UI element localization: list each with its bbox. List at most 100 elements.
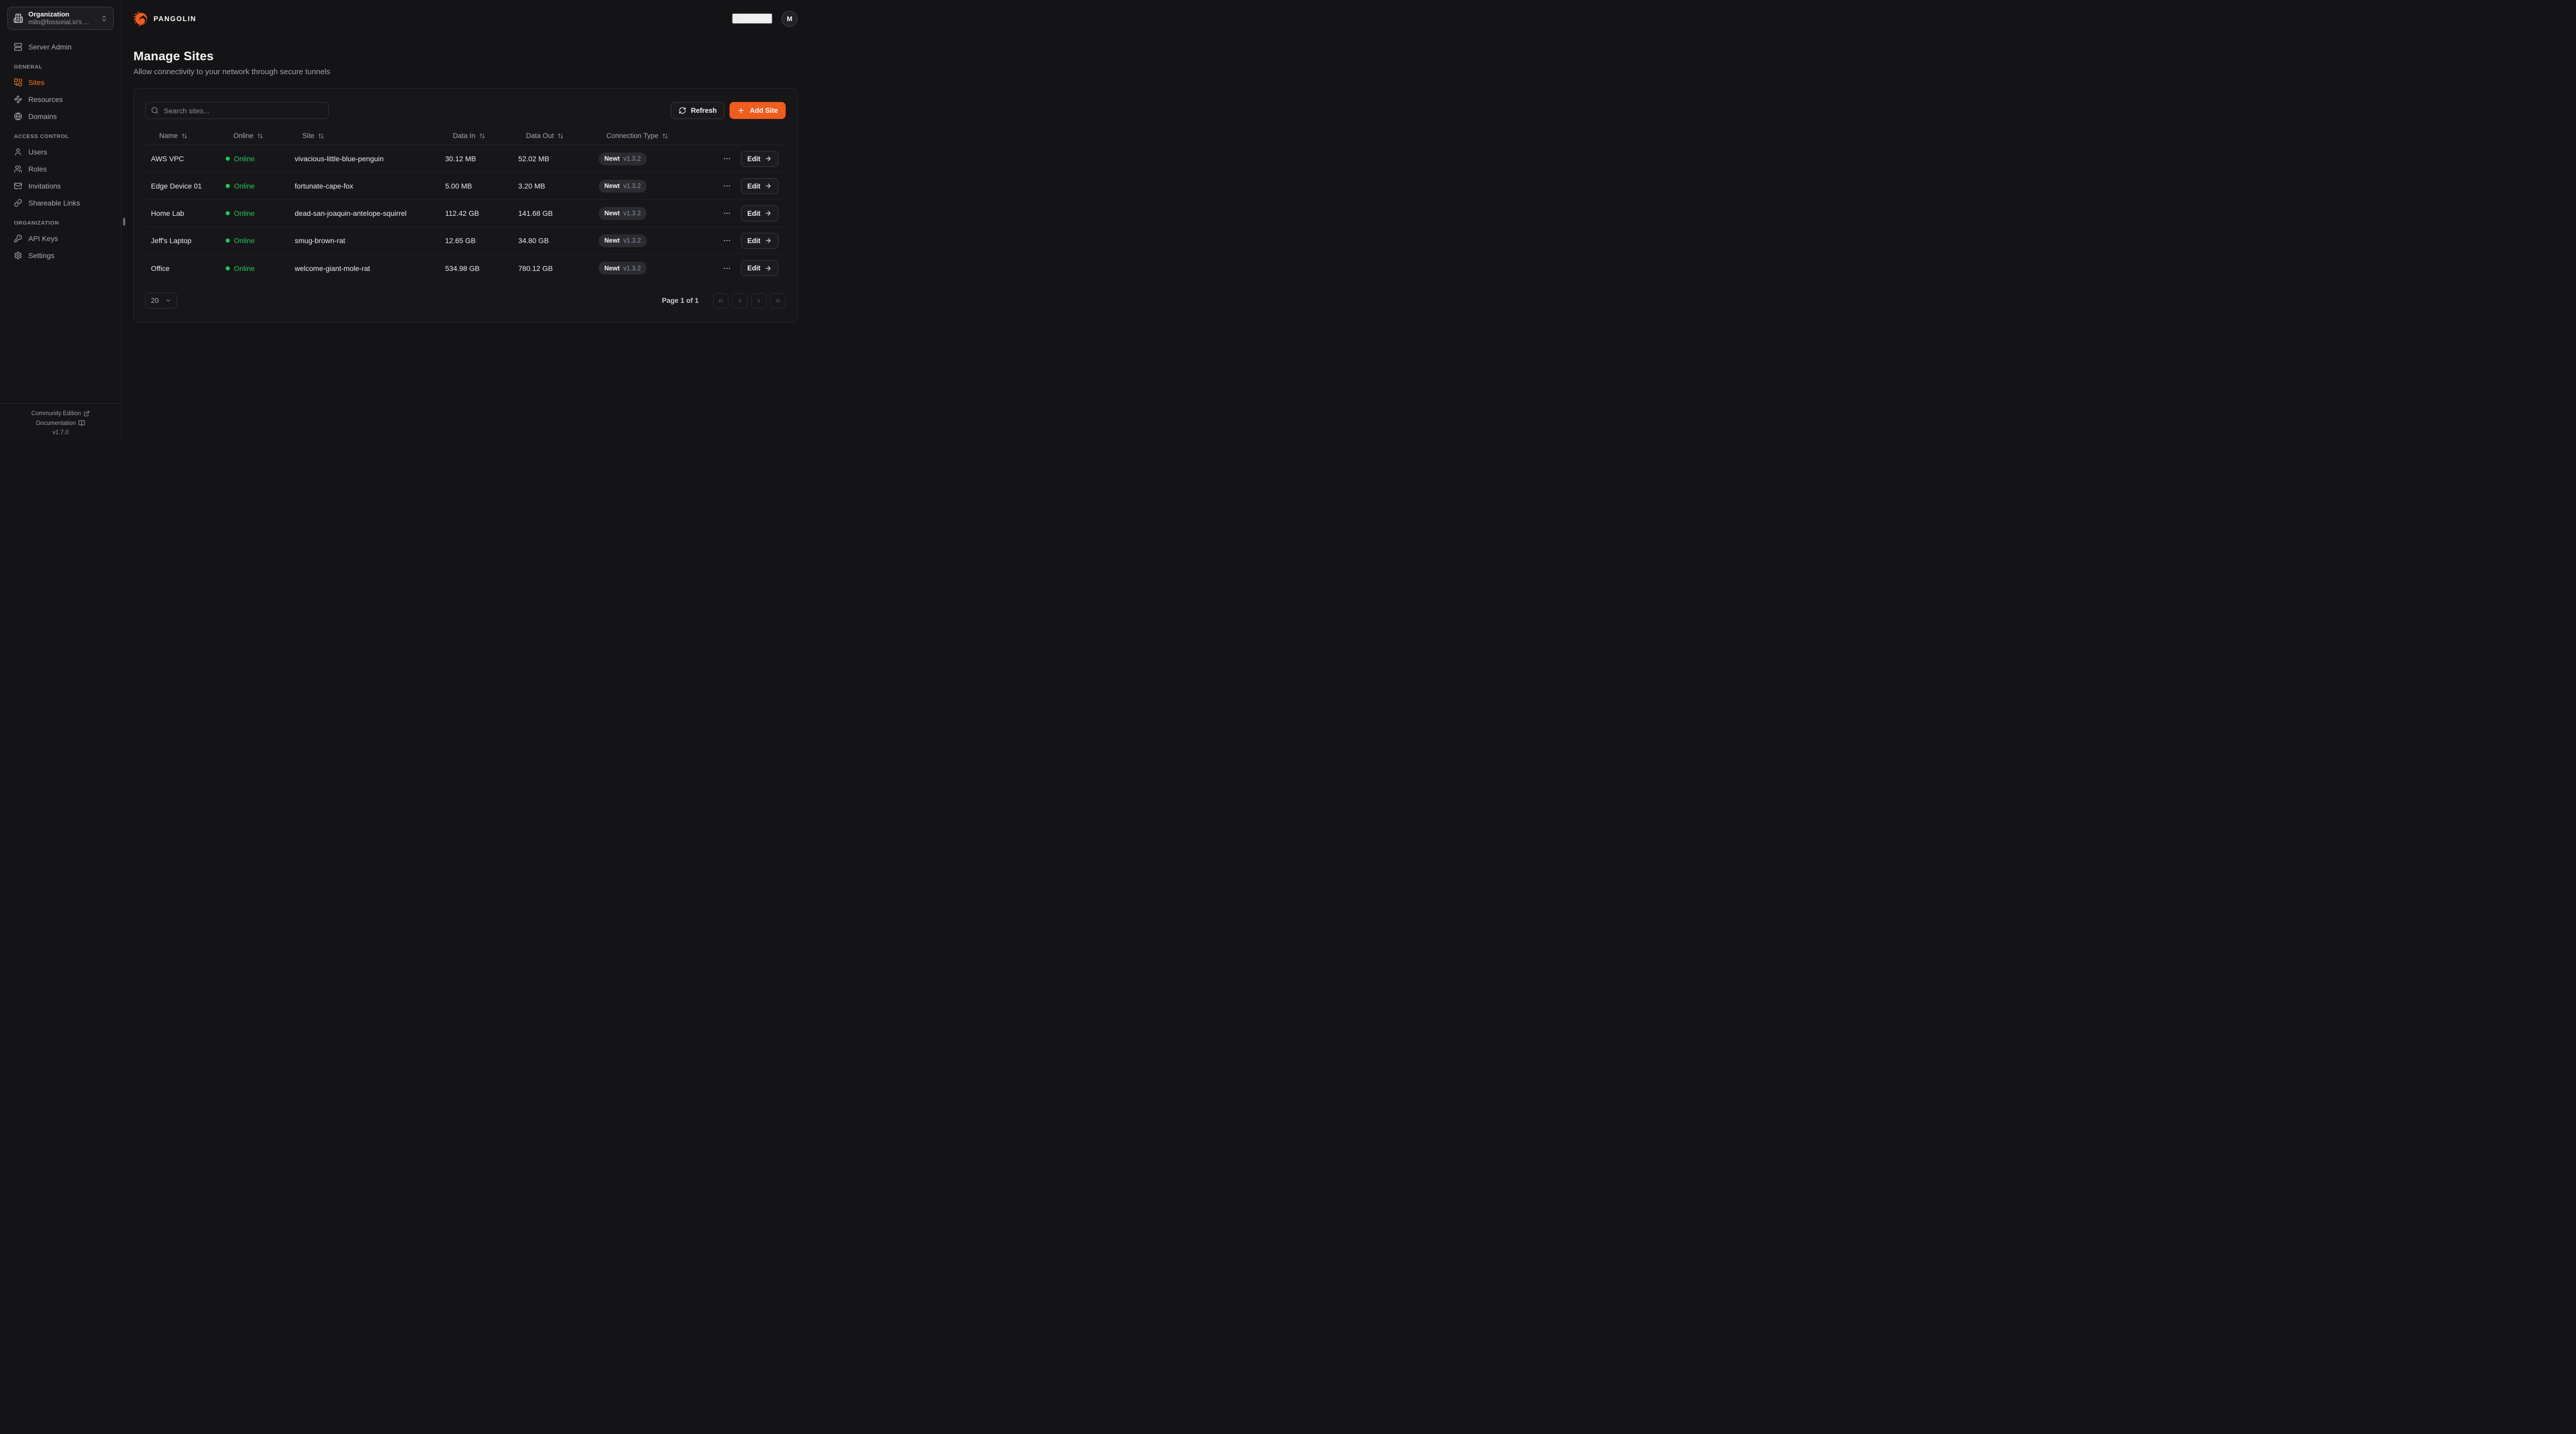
sort-icon (181, 133, 188, 139)
sidebar-item-shareable-links[interactable]: Shareable Links (7, 194, 114, 211)
edit-button[interactable]: Edit (740, 260, 778, 276)
section-label-general: GENERAL (14, 64, 43, 70)
connection-type-version: v1.3.2 (623, 237, 641, 244)
site-slug-cell: vivacious-little-blue-penguin (295, 155, 384, 163)
column-header-online[interactable]: Online (226, 132, 295, 140)
sidebar-item-roles[interactable]: Roles (7, 160, 114, 177)
sidebar-resize-handle[interactable] (123, 218, 125, 226)
row-menu-button[interactable] (721, 152, 733, 165)
sidebar-item-domains[interactable]: Domains (7, 108, 114, 125)
connection-type-version: v1.3.2 (623, 182, 641, 190)
row-actions: Edit (717, 150, 786, 167)
connection-type-cell: Newt v1.3.2 (599, 152, 717, 165)
mail-check-icon (14, 182, 22, 190)
org-selector[interactable]: Organization milo@fossorial.io's ... (7, 7, 114, 30)
row-menu-button[interactable] (721, 180, 733, 192)
edit-button[interactable]: Edit (740, 178, 778, 194)
search-wrap (145, 102, 329, 119)
connection-type-cell: Newt v1.3.2 (599, 262, 717, 275)
row-menu-button[interactable] (721, 207, 733, 219)
prev-page-button[interactable] (732, 293, 748, 309)
community-edition-link[interactable]: Community Edition (31, 411, 90, 417)
table-header: Name Online Site Data In (145, 127, 786, 145)
last-page-button[interactable] (770, 293, 786, 309)
sidebar-item-label: Shareable Links (28, 198, 80, 207)
waypoints-icon (14, 95, 22, 104)
table-row[interactable]: Office Online welcome-giant-mole-rat 534… (145, 254, 786, 282)
connection-type-badge: Newt v1.3.2 (599, 234, 647, 247)
edit-button[interactable]: Edit (740, 232, 778, 249)
book-open-icon (78, 420, 85, 426)
org-selector-label: Organization (28, 10, 70, 18)
table-row[interactable]: Jeff's Laptop Online smug-brown-rat 12.6… (145, 227, 786, 254)
pangolin-logo: PANGOLIN (133, 11, 196, 27)
row-actions: Edit (717, 205, 786, 221)
sidebar-item-api-keys[interactable]: API Keys (7, 230, 114, 247)
data-in-cell: 112.42 GB (445, 209, 479, 217)
connection-type-version: v1.3.2 (623, 210, 641, 217)
column-header-name[interactable]: Name (145, 132, 226, 140)
theme-toggle[interactable]: System (732, 13, 772, 24)
first-page-button[interactable] (713, 293, 728, 309)
sidebar-item-label: Roles (28, 164, 47, 173)
column-label: Name (159, 132, 178, 140)
data-in-cell: 534.98 GB (445, 264, 480, 272)
connection-type-cell: Newt v1.3.2 (599, 179, 717, 193)
site-name-cell: Edge Device 01 (151, 182, 202, 190)
refresh-button[interactable]: Refresh (670, 102, 725, 119)
column-header-connection-type[interactable]: Connection Type (599, 132, 717, 140)
brand-name: PANGOLIN (154, 14, 197, 23)
next-page-button[interactable] (751, 293, 767, 309)
sidebar-item-sites[interactable]: Sites (7, 74, 114, 91)
online-dot-icon (226, 184, 230, 188)
documentation-link[interactable]: Documentation (36, 420, 85, 426)
building-icon (13, 13, 23, 23)
edit-button[interactable]: Edit (740, 150, 778, 167)
connection-type-name: Newt (604, 182, 620, 190)
ellipsis-icon (723, 212, 730, 214)
sidebar-item-users[interactable]: Users (7, 143, 114, 160)
chevrons-right-icon (775, 299, 781, 302)
table-row[interactable]: Home Lab Online dead-san-joaquin-antelop… (145, 200, 786, 227)
sidebar-item-label: Invitations (28, 181, 61, 190)
sidebar-item-server-admin[interactable]: Server Admin (7, 38, 114, 55)
sidebar-item-settings[interactable]: Settings (7, 247, 114, 264)
edit-button[interactable]: Edit (740, 205, 778, 221)
page-size-select[interactable]: 20 (145, 293, 177, 309)
arrow-right-icon (766, 183, 771, 189)
sort-icon (479, 133, 485, 139)
site-slug-cell: welcome-giant-mole-rat (295, 264, 370, 272)
status-badge: Online (234, 236, 255, 245)
card-toolbar: Refresh Add Site (145, 102, 786, 119)
pagination: 20 Page 1 of 1 (145, 293, 786, 309)
row-actions: Edit (717, 178, 786, 194)
column-header-site[interactable]: Site (295, 132, 445, 140)
row-menu-button[interactable] (721, 262, 733, 275)
table-row[interactable]: Edge Device 01 Online fortunate-cape-fox… (145, 173, 786, 200)
online-dot-icon (226, 211, 230, 215)
column-label: Data In (453, 132, 476, 140)
refresh-label: Refresh (690, 107, 717, 114)
sidebar-item-label: Sites (28, 78, 45, 87)
data-in-cell: 12.65 GB (445, 236, 476, 245)
sidebar-item-resources[interactable]: Resources (7, 91, 114, 108)
status-badge: Online (234, 155, 255, 163)
page-size-value: 20 (151, 297, 159, 304)
chevron-left-icon (738, 298, 741, 303)
row-actions: Edit (717, 232, 786, 249)
row-menu-button[interactable] (721, 234, 733, 247)
sort-icon (257, 133, 263, 139)
users-icon (14, 165, 22, 173)
sidebar-item-label: Settings (28, 251, 55, 260)
sidebar-item-invitations[interactable]: Invitations (7, 177, 114, 194)
gear-icon (14, 251, 22, 260)
add-site-button[interactable]: Add Site (730, 102, 786, 119)
search-icon (151, 107, 159, 114)
theme-label: System (745, 14, 771, 23)
table-row[interactable]: AWS VPC Online vivacious-little-blue-pen… (145, 145, 786, 173)
avatar[interactable]: M (782, 10, 798, 27)
column-header-data-in[interactable]: Data In (445, 132, 518, 140)
search-input[interactable] (145, 102, 329, 119)
moon-icon (733, 14, 741, 23)
column-header-data-out[interactable]: Data Out (518, 132, 599, 140)
